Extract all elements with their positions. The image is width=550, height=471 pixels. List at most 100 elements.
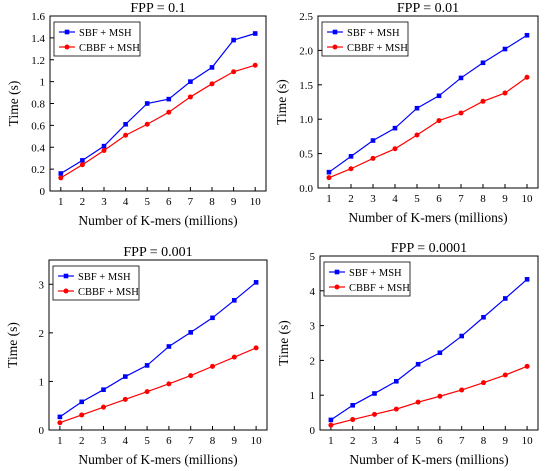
data-point xyxy=(101,404,106,410)
y-tick-label: 0.4 xyxy=(31,142,45,154)
x-tick-label: 3 xyxy=(372,435,378,447)
data-point xyxy=(252,31,258,36)
data-point xyxy=(415,399,421,405)
data-point xyxy=(350,417,356,423)
data-point xyxy=(458,75,464,81)
x-tick-label: 5 xyxy=(414,193,420,205)
data-point xyxy=(328,417,334,423)
data-point xyxy=(348,166,354,172)
y-tick-label: 3 xyxy=(310,321,316,333)
y-axis-title: Time (s) xyxy=(274,79,289,125)
data-point xyxy=(58,171,64,176)
legend-label: SBF + MSH xyxy=(78,272,131,283)
legend-marker xyxy=(334,284,340,290)
data-point xyxy=(188,79,193,84)
data-point xyxy=(57,414,63,420)
data-point xyxy=(231,37,236,43)
legend-marker xyxy=(63,273,69,279)
data-point xyxy=(231,69,237,75)
x-tick-label: 7 xyxy=(458,193,464,205)
x-axis-title: Number of K-mers (millions) xyxy=(78,452,237,467)
x-tick-label: 9 xyxy=(232,435,238,447)
legend-marker xyxy=(64,29,70,35)
y-tick-label: 0 xyxy=(39,425,45,437)
data-point xyxy=(326,169,332,175)
x-tick-label: 6 xyxy=(166,196,172,208)
x-tick-label: 9 xyxy=(231,196,237,208)
data-point xyxy=(123,121,128,127)
y-tick-label: 1.4 xyxy=(31,33,45,45)
legend-box xyxy=(323,261,411,297)
data-point xyxy=(436,118,442,124)
y-tick-label: 2.0 xyxy=(299,45,313,57)
legend-box xyxy=(321,21,409,57)
data-point xyxy=(481,380,486,386)
data-point xyxy=(253,280,259,285)
x-tick-label: 4 xyxy=(392,193,398,205)
data-point xyxy=(166,96,172,102)
chart-title: FPP = 0.0001 xyxy=(391,241,467,256)
x-tick-label: 7 xyxy=(188,435,194,447)
data-point xyxy=(392,146,398,152)
data-point xyxy=(122,396,128,402)
data-point xyxy=(350,402,355,408)
data-point xyxy=(370,155,376,161)
legend-label: SBF + MSH xyxy=(347,28,400,39)
x-tick-label: 3 xyxy=(370,193,376,205)
y-tick-label: 0.0 xyxy=(299,183,313,195)
data-point xyxy=(144,389,150,395)
x-tick-label: 5 xyxy=(144,435,150,447)
data-point xyxy=(459,333,464,339)
x-tick-label: 6 xyxy=(437,435,443,447)
legend-box xyxy=(53,21,141,57)
data-point xyxy=(210,315,215,321)
chart-panel-1: FPP = 0.1 1 2 3 4 5 6 7 8 9 10 0 0.2 0.4 0.6 0.8 1 1.2 1.4… xyxy=(6,1,267,228)
data-point xyxy=(326,175,332,181)
x-tick-label: 2 xyxy=(348,193,354,205)
data-point xyxy=(101,148,107,154)
x-tick-label: 1 xyxy=(57,435,63,447)
series-line-2 xyxy=(59,347,257,424)
data-point xyxy=(392,125,398,131)
x-tick-label: 6 xyxy=(166,435,172,447)
data-point xyxy=(57,420,63,426)
x-tick-label: 3 xyxy=(101,435,107,447)
legend-label: CBBF + MSH xyxy=(78,287,139,298)
data-point xyxy=(481,314,486,320)
data-point xyxy=(524,74,530,80)
series-line-1 xyxy=(59,281,257,418)
series-line-1 xyxy=(60,32,256,175)
data-point xyxy=(79,399,84,405)
data-point xyxy=(502,90,508,96)
legend-marker xyxy=(63,288,69,294)
data-point xyxy=(414,105,420,111)
y-tick-label: 1.0 xyxy=(299,114,313,126)
x-tick-label: 7 xyxy=(188,196,194,208)
data-point xyxy=(58,175,64,181)
legend-label: CBBF + MSH xyxy=(79,43,140,54)
y-tick-label: 1.2 xyxy=(31,55,45,67)
y-tick-label: 5 xyxy=(310,251,316,263)
x-tick-label: 2 xyxy=(350,435,356,447)
legend: SBF + MSH CBBF + MSH xyxy=(321,21,409,57)
y-tick-label: 1.5 xyxy=(299,80,313,92)
chart-title: FPP = 0.1 xyxy=(130,1,185,16)
data-point xyxy=(524,363,530,369)
data-point xyxy=(394,378,399,384)
legend: SBF + MSH CBBF + MSH xyxy=(323,261,411,297)
chart-panel-2: FPP = 0.01 1 2 3 4 5 6 7 8 9 10 0.0 0.5 1.0 1.5 2.0 2.5 N… xyxy=(274,1,539,225)
data-point xyxy=(480,98,486,104)
y-tick-label: 0.8 xyxy=(31,99,45,111)
x-tick-label: 10 xyxy=(251,435,263,447)
data-point xyxy=(459,387,465,393)
data-point xyxy=(188,330,193,335)
y-tick-label: 0.5 xyxy=(299,149,313,161)
data-point xyxy=(187,94,193,100)
x-tick-label: 8 xyxy=(210,435,216,447)
data-point xyxy=(502,46,508,52)
series-line-1 xyxy=(330,278,528,421)
data-point xyxy=(209,65,215,70)
data-point xyxy=(209,81,215,87)
